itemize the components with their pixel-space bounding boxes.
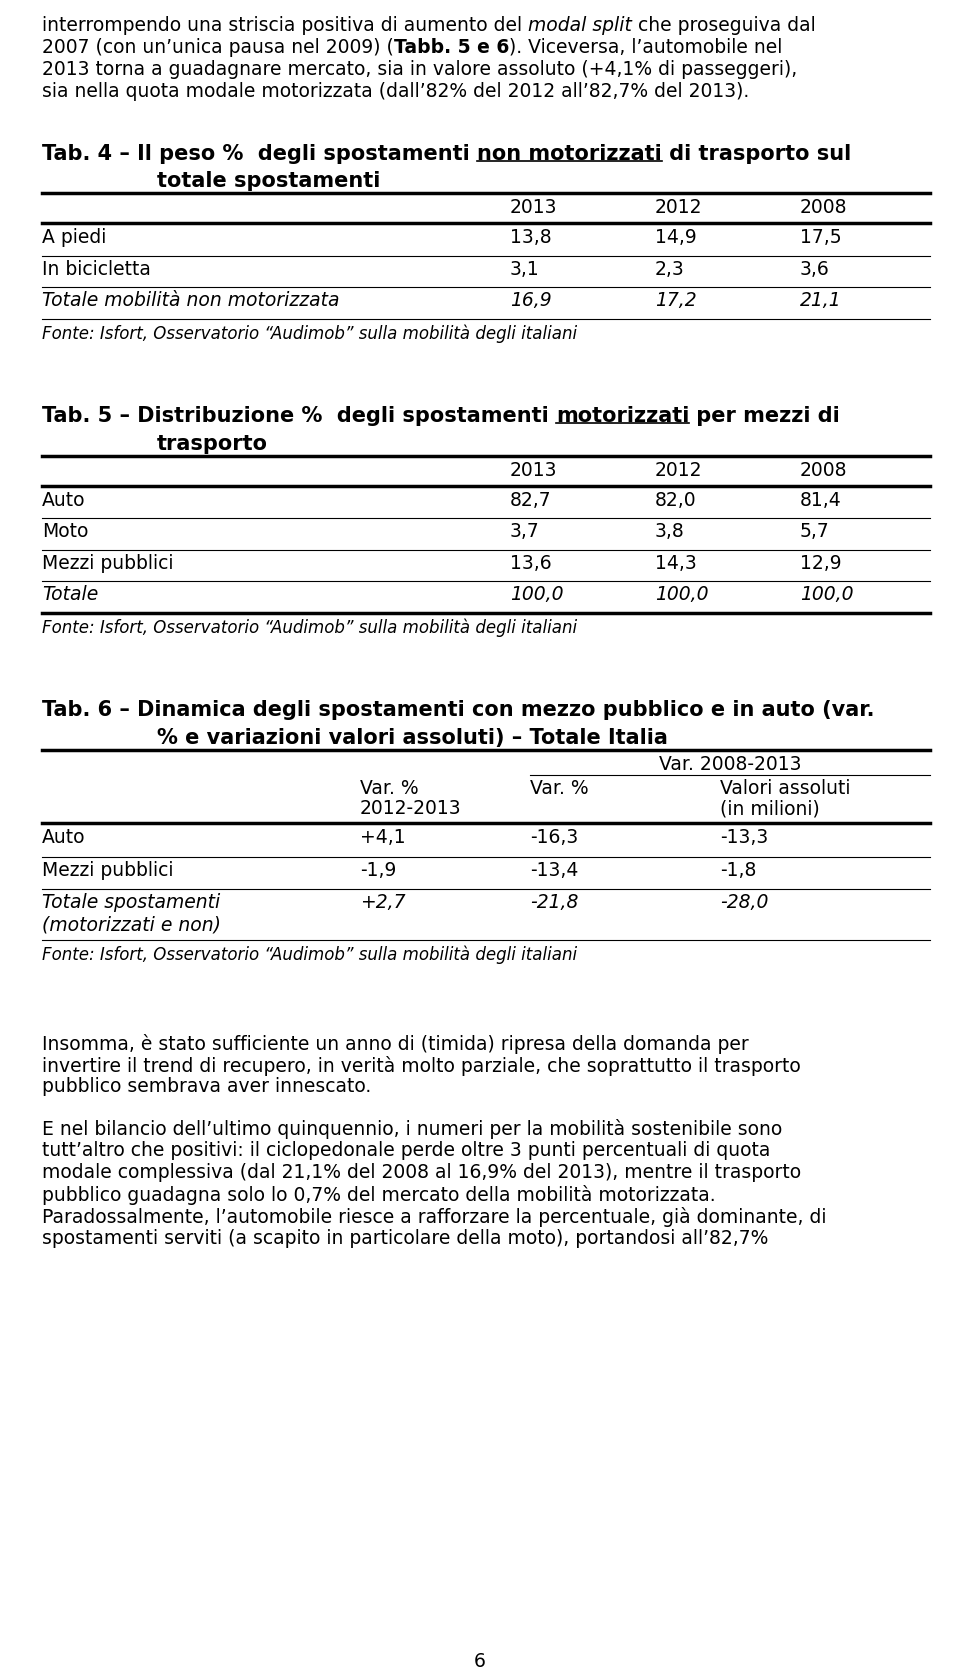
Text: 17,2: 17,2 — [655, 292, 697, 310]
Text: 2008: 2008 — [800, 461, 848, 479]
Text: Insomma, è stato sufficiente un anno di (timida) ripresa della domanda per: Insomma, è stato sufficiente un anno di … — [42, 1034, 749, 1054]
Text: -16,3: -16,3 — [530, 828, 578, 848]
Text: Tab. 4 – Il peso %  degli spostamenti: Tab. 4 – Il peso % degli spostamenti — [42, 144, 477, 164]
Text: A piedi: A piedi — [42, 228, 107, 248]
Text: Auto: Auto — [42, 828, 85, 848]
Text: motorizzati: motorizzati — [556, 406, 689, 426]
Text: Fonte: Isfort, Osservatorio “Audimob” sulla mobilità degli italiani: Fonte: Isfort, Osservatorio “Audimob” su… — [42, 945, 577, 964]
Text: modale complessiva (dal 21,1% del 2008 al 16,9% del 2013), mentre il trasporto: modale complessiva (dal 21,1% del 2008 a… — [42, 1163, 802, 1182]
Text: di trasporto sul: di trasporto sul — [661, 144, 851, 164]
Text: tutt’altro che positivi: il ciclopedonale perde oltre 3 punti percentuali di quo: tutt’altro che positivi: il ciclopedonal… — [42, 1141, 770, 1160]
Text: -21,8: -21,8 — [530, 893, 578, 912]
Text: +4,1: +4,1 — [360, 828, 406, 848]
Text: 3,8: 3,8 — [655, 523, 684, 541]
Text: 100,0: 100,0 — [510, 585, 564, 605]
Text: interrompendo una striscia positiva di aumento del: interrompendo una striscia positiva di a… — [42, 17, 528, 35]
Text: 100,0: 100,0 — [655, 585, 708, 605]
Text: In bicicletta: In bicicletta — [42, 260, 151, 278]
Text: Totale spostamenti: Totale spostamenti — [42, 893, 220, 912]
Text: +2,7: +2,7 — [360, 893, 405, 912]
Text: Totale mobilità non motorizzata: Totale mobilità non motorizzata — [42, 292, 340, 310]
Text: 6: 6 — [474, 1653, 486, 1671]
Text: Fonte: Isfort, Osservatorio “Audimob” sulla mobilità degli italiani: Fonte: Isfort, Osservatorio “Audimob” su… — [42, 325, 577, 344]
Text: Var. %: Var. % — [530, 779, 588, 798]
Text: -13,4: -13,4 — [530, 861, 578, 880]
Text: 5,7: 5,7 — [800, 523, 829, 541]
Text: Mezzi pubblici: Mezzi pubblici — [42, 553, 174, 573]
Text: 14,9: 14,9 — [655, 228, 697, 248]
Text: Tab. 6 – Dinamica degli spostamenti con mezzo pubblico e in auto (var.: Tab. 6 – Dinamica degli spostamenti con … — [42, 701, 875, 721]
Text: 12,9: 12,9 — [800, 553, 842, 573]
Text: non motorizzati: non motorizzati — [477, 144, 661, 164]
Text: totale spostamenti: totale spostamenti — [157, 171, 380, 191]
Text: E nel bilancio dell’ultimo quinquennio, i numeri per la mobilità sostenibile son: E nel bilancio dell’ultimo quinquennio, … — [42, 1120, 782, 1140]
Text: 82,7: 82,7 — [510, 491, 552, 510]
Text: spostamenti serviti (a scapito in particolare della moto), portandosi all’82,7%: spostamenti serviti (a scapito in partic… — [42, 1229, 768, 1249]
Text: 2007 (con un’unica pausa nel 2009) (: 2007 (con un’unica pausa nel 2009) ( — [42, 39, 394, 57]
Text: Valori assoluti: Valori assoluti — [720, 779, 851, 798]
Text: -1,9: -1,9 — [360, 861, 396, 880]
Text: pubblico guadagna solo lo 0,7% del mercato della mobilità motorizzata.: pubblico guadagna solo lo 0,7% del merca… — [42, 1185, 715, 1205]
Text: 2013: 2013 — [510, 198, 558, 218]
Text: 100,0: 100,0 — [800, 585, 853, 605]
Text: ). Viceversa, l’automobile nel: ). Viceversa, l’automobile nel — [509, 39, 782, 57]
Text: 2013: 2013 — [510, 461, 558, 479]
Text: 3,1: 3,1 — [510, 260, 540, 278]
Text: Auto: Auto — [42, 491, 85, 510]
Text: 81,4: 81,4 — [800, 491, 842, 510]
Text: % e variazioni valori assoluti) – Totale Italia: % e variazioni valori assoluti) – Totale… — [157, 727, 668, 747]
Text: 13,8: 13,8 — [510, 228, 552, 248]
Text: (in milioni): (in milioni) — [720, 799, 820, 818]
Text: 17,5: 17,5 — [800, 228, 842, 248]
Text: che proseguiva dal: che proseguiva dal — [632, 17, 816, 35]
Text: Fonte: Isfort, Osservatorio “Audimob” sulla mobilità degli italiani: Fonte: Isfort, Osservatorio “Audimob” su… — [42, 618, 577, 637]
Text: -28,0: -28,0 — [720, 893, 768, 912]
Text: 2012: 2012 — [655, 198, 703, 218]
Text: Paradossalmente, l’automobile riesce a rafforzare la percentuale, già dominante,: Paradossalmente, l’automobile riesce a r… — [42, 1207, 827, 1227]
Text: 16,9: 16,9 — [510, 292, 552, 310]
Text: Var. 2008-2013: Var. 2008-2013 — [659, 754, 802, 774]
Text: Var. %: Var. % — [360, 779, 419, 798]
Text: invertire il trend di recupero, in verità molto parziale, che soprattutto il tra: invertire il trend di recupero, in verit… — [42, 1056, 801, 1076]
Text: 2012: 2012 — [655, 461, 703, 479]
Text: Moto: Moto — [42, 523, 88, 541]
Text: 3,6: 3,6 — [800, 260, 829, 278]
Text: 13,6: 13,6 — [510, 553, 552, 573]
Text: 2,3: 2,3 — [655, 260, 684, 278]
Text: sia nella quota modale motorizzata (dall’82% del 2012 all’82,7% del 2013).: sia nella quota modale motorizzata (dall… — [42, 82, 749, 101]
Text: Tab. 5 – Distribuzione %  degli spostamenti: Tab. 5 – Distribuzione % degli spostamen… — [42, 406, 556, 426]
Text: Totale: Totale — [42, 585, 98, 605]
Text: (motorizzati e non): (motorizzati e non) — [42, 915, 221, 935]
Text: Tabb. 5 e 6: Tabb. 5 e 6 — [394, 39, 509, 57]
Text: Mezzi pubblici: Mezzi pubblici — [42, 861, 174, 880]
Text: -13,3: -13,3 — [720, 828, 768, 848]
Text: 3,7: 3,7 — [510, 523, 540, 541]
Text: 14,3: 14,3 — [655, 553, 697, 573]
Text: modal split: modal split — [528, 17, 632, 35]
Text: per mezzi di: per mezzi di — [689, 406, 840, 426]
Text: 21,1: 21,1 — [800, 292, 842, 310]
Text: -1,8: -1,8 — [720, 861, 756, 880]
Text: pubblico sembrava aver innescato.: pubblico sembrava aver innescato. — [42, 1078, 372, 1096]
Text: 82,0: 82,0 — [655, 491, 697, 510]
Text: 2013 torna a guadagnare mercato, sia in valore assoluto (+4,1% di passeggeri),: 2013 torna a guadagnare mercato, sia in … — [42, 60, 797, 79]
Text: 2008: 2008 — [800, 198, 848, 218]
Text: 2012-2013: 2012-2013 — [360, 799, 462, 818]
Text: trasporto: trasporto — [157, 434, 268, 454]
